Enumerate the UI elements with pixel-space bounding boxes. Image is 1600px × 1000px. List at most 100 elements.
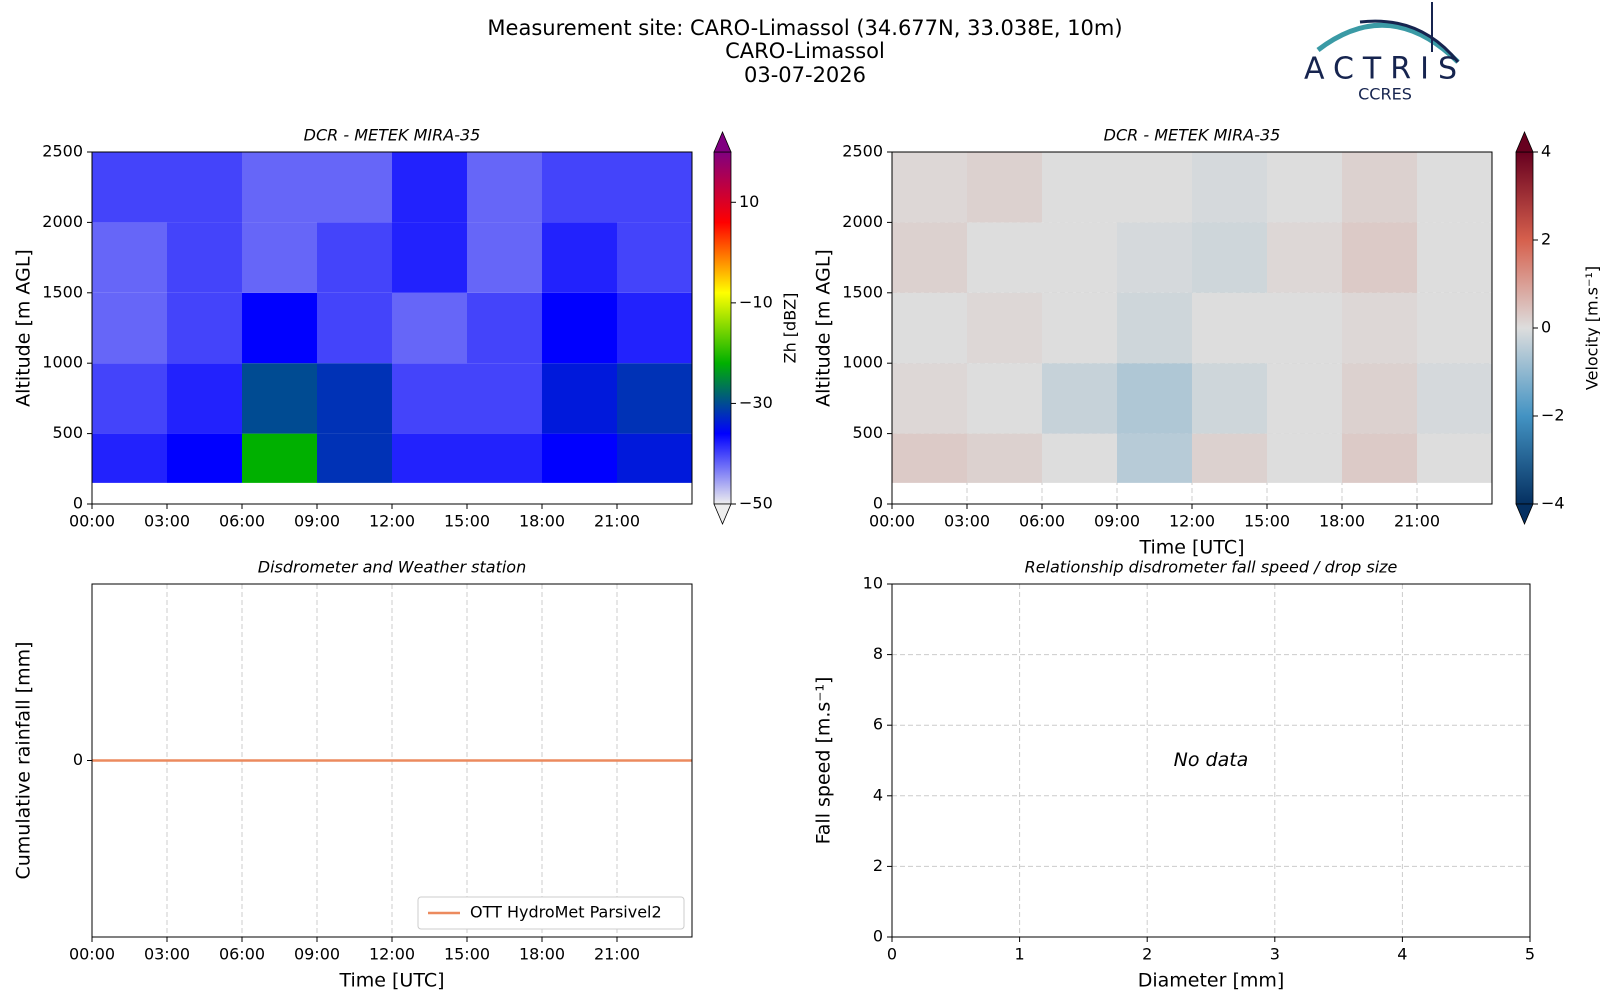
heatmap-cell bbox=[92, 152, 167, 223]
heatmap-cell bbox=[392, 433, 467, 483]
heatmap-cell bbox=[392, 222, 467, 293]
heatmap-cell bbox=[1192, 152, 1267, 223]
heatmap-cell bbox=[92, 433, 167, 483]
heatmap-cell bbox=[167, 152, 242, 223]
colorbar bbox=[713, 151, 732, 505]
x-tick-label: 03:00 bbox=[144, 512, 190, 531]
header-title: Measurement site: CARO-Limassol (34.677N… bbox=[487, 16, 1122, 40]
y-tick-label: 1500 bbox=[842, 282, 883, 301]
x-axis-label: Diameter [mm] bbox=[1138, 970, 1285, 992]
y-axis-label: Altitude [m AGL] bbox=[13, 249, 35, 407]
y-tick-label: 1000 bbox=[42, 353, 83, 372]
x-tick-label: 03:00 bbox=[944, 512, 990, 531]
heatmap-cell bbox=[317, 363, 392, 434]
heatmap-cell bbox=[1042, 222, 1117, 293]
heatmap-cell bbox=[892, 433, 967, 483]
colorbar-extend bbox=[713, 130, 732, 153]
x-tick-label: 21:00 bbox=[1394, 512, 1440, 531]
x-tick-label: 00:00 bbox=[69, 512, 115, 531]
y-tick-label: 8 bbox=[873, 644, 883, 663]
heatmap-cell bbox=[1192, 433, 1267, 483]
x-tick-label: 21:00 bbox=[594, 512, 640, 531]
x-tick-label: 0 bbox=[887, 945, 897, 964]
panel-title: Relationship disdrometer fall speed / dr… bbox=[1025, 558, 1398, 577]
y-tick-label: 10 bbox=[863, 574, 883, 593]
x-axis-label: Time [UTC] bbox=[338, 970, 444, 992]
heatmap-cell bbox=[242, 222, 317, 293]
colorbar bbox=[1515, 151, 1534, 505]
heatmap-cell bbox=[317, 152, 392, 223]
x-tick-label: 3 bbox=[1270, 945, 1280, 964]
y-tick-label: 2000 bbox=[42, 212, 83, 231]
x-tick-label: 00:00 bbox=[869, 512, 915, 531]
y-tick-label: 0 bbox=[873, 927, 883, 946]
heatmap-cell bbox=[1417, 222, 1492, 293]
heatmap-cell bbox=[1117, 222, 1192, 293]
heatmap-cell bbox=[1042, 152, 1117, 223]
header-site: CARO-Limassol bbox=[725, 39, 885, 63]
heatmap-cell bbox=[1042, 363, 1117, 434]
heatmap-cell bbox=[467, 433, 542, 483]
heatmap-cell bbox=[1267, 222, 1342, 293]
heatmap-cell bbox=[1417, 152, 1492, 223]
x-tick-label: 09:00 bbox=[294, 945, 340, 964]
colorbar-tick-label: −50 bbox=[739, 494, 773, 513]
logo-name: ACTRIS bbox=[1304, 52, 1466, 87]
heatmap-cell bbox=[392, 363, 467, 434]
heatmap-cell bbox=[617, 292, 692, 364]
colorbar-tick-label: −2 bbox=[1541, 406, 1565, 425]
heatmap-cell bbox=[967, 292, 1042, 364]
heatmap-cell bbox=[1342, 152, 1417, 223]
legend-label: OTT HydroMet Parsivel2 bbox=[470, 903, 662, 922]
y-axis-label: Fall speed [m.s⁻¹] bbox=[813, 677, 835, 845]
y-tick-label: 500 bbox=[52, 423, 83, 442]
y-axis-label: Altitude [m AGL] bbox=[813, 249, 835, 407]
panel-title: DCR - METEK MIRA-35 bbox=[304, 126, 481, 145]
panel-title: DCR - METEK MIRA-35 bbox=[1104, 126, 1281, 145]
x-tick-label: 06:00 bbox=[219, 945, 265, 964]
heatmap-cell bbox=[167, 292, 242, 364]
colorbar-label: Velocity [m.s⁻¹] bbox=[1583, 266, 1600, 390]
axes-frame bbox=[91, 583, 693, 938]
heatmap-cell bbox=[467, 363, 542, 434]
y-tick-label: 500 bbox=[852, 423, 883, 442]
colorbar-tick-label: −10 bbox=[739, 292, 773, 311]
heatmap-cell bbox=[892, 363, 967, 434]
heatmap-cell bbox=[892, 152, 967, 223]
x-tick-label: 06:00 bbox=[1019, 512, 1065, 531]
heatmap-cell bbox=[317, 222, 392, 293]
heatmap-cell bbox=[167, 363, 242, 434]
x-tick-label: 12:00 bbox=[1169, 512, 1215, 531]
heatmap-cell bbox=[1192, 222, 1267, 293]
x-tick-label: 09:00 bbox=[294, 512, 340, 531]
x-tick-label: 18:00 bbox=[519, 945, 565, 964]
y-tick-label: 2500 bbox=[42, 142, 83, 161]
y-tick-label: 1000 bbox=[842, 353, 883, 372]
x-tick-label: 18:00 bbox=[1319, 512, 1365, 531]
heatmap-cell bbox=[467, 222, 542, 293]
annotation: No data bbox=[1174, 749, 1249, 771]
heatmap-cell bbox=[542, 222, 617, 293]
heatmap-cell bbox=[1117, 292, 1192, 364]
heatmap-cell bbox=[1042, 433, 1117, 483]
colorbar-tick-label: −30 bbox=[739, 393, 773, 412]
heatmap-cell bbox=[1267, 433, 1342, 483]
heatmap-cell bbox=[542, 292, 617, 364]
heatmap-cell bbox=[1342, 292, 1417, 364]
x-tick-label: 4 bbox=[1397, 945, 1407, 964]
colorbar-extend bbox=[1515, 503, 1534, 526]
heatmap-cell bbox=[892, 292, 967, 364]
y-tick-label: 1500 bbox=[42, 282, 83, 301]
heatmap-cell bbox=[242, 292, 317, 364]
colorbar-tick-label: −4 bbox=[1541, 494, 1565, 513]
heatmap-cell bbox=[1117, 433, 1192, 483]
heatmap-cell bbox=[542, 433, 617, 483]
heatmap-cell bbox=[617, 152, 692, 223]
x-axis-label: Time [UTC] bbox=[1138, 537, 1244, 559]
y-tick-label: 2000 bbox=[842, 212, 883, 231]
colorbar-tick-label: 10 bbox=[739, 192, 759, 211]
heatmap-cell bbox=[1342, 222, 1417, 293]
heatmap-cell bbox=[1342, 363, 1417, 434]
colorbar-tick-label: 4 bbox=[1541, 142, 1551, 161]
heatmap-cell bbox=[1267, 152, 1342, 223]
